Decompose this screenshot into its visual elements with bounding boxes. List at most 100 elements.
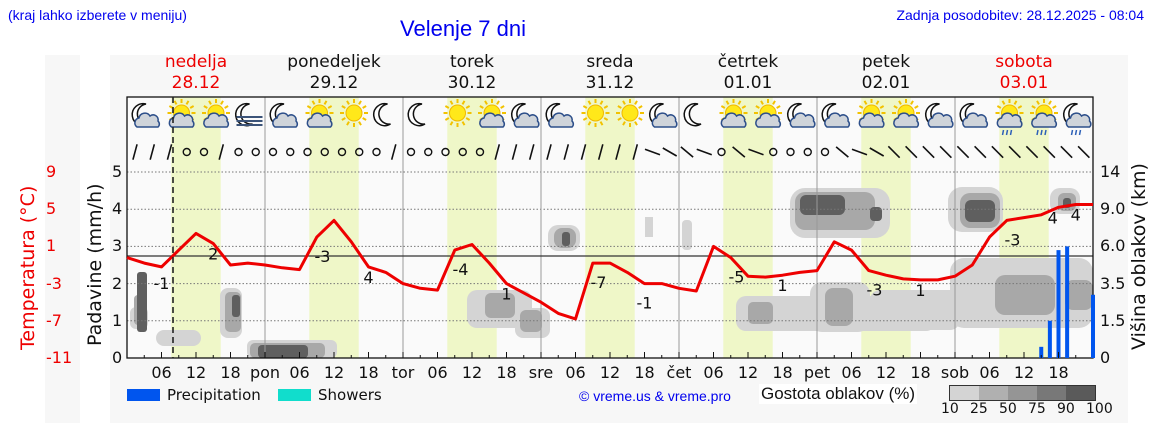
- cloud-density-tick: 10: [941, 401, 959, 417]
- x-axis-ticks: 06 12 18 pon 06 12 18 tor 06 12 18 sre 06 12 18 čet 06 12…: [126, 352, 1077, 382]
- svg-text:12: 12: [324, 363, 344, 382]
- sun-cloud-icon: [754, 99, 782, 128]
- svg-text:-4: -4: [453, 260, 469, 279]
- wind-barb-icon: [528, 144, 535, 160]
- wind-calm-icon: [199, 147, 209, 157]
- wind-calm-icon: [182, 147, 191, 157]
- svg-text:18: 18: [1048, 363, 1068, 382]
- wind-barb-icon: [166, 144, 173, 160]
- wind-barb-icon: [680, 146, 694, 158]
- wind-barb-icon: [632, 144, 639, 160]
- temperature-labels: -12 -34 -41-7-1-5 1 -3 1-34 4: [154, 206, 1081, 313]
- moon-icon: [373, 102, 391, 127]
- wind-calm-icon: [320, 147, 329, 157]
- svg-text:06: 06: [427, 363, 447, 382]
- day-date: 01.01: [723, 73, 773, 93]
- day-date: 02.01: [861, 73, 911, 93]
- wind-barb-icon: [1008, 145, 1021, 159]
- cloud-density-tick: 50: [999, 401, 1017, 417]
- axis-tick: 1.5: [1100, 310, 1126, 330]
- sun-cloud-icon: [478, 99, 506, 128]
- sun-rain-icon: [1030, 99, 1058, 136]
- moon-fog-icon: [235, 102, 263, 127]
- sun-cloud-icon: [719, 99, 748, 128]
- wind-barb-icon: [1060, 145, 1073, 159]
- wind-calm-icon: [769, 147, 778, 157]
- axis-tick: 9: [46, 162, 57, 181]
- location-menu-hint[interactable]: (kraj lahko izberete v meniju): [8, 7, 187, 23]
- svg-text:12: 12: [1014, 363, 1034, 382]
- svg-text:06: 06: [841, 363, 861, 382]
- axis-tick: 5: [46, 199, 57, 219]
- svg-text:12: 12: [738, 363, 758, 382]
- day-name: četrtek: [717, 52, 779, 72]
- sun-icon: [340, 99, 368, 127]
- wind-calm-icon: [251, 147, 260, 157]
- wind-calm-icon: [424, 147, 433, 157]
- svg-text:18: 18: [772, 363, 792, 382]
- wind-calm-icon: [475, 147, 485, 157]
- svg-text:tor: tor: [392, 363, 415, 382]
- svg-text:-1: -1: [154, 274, 170, 293]
- axis-tick: -7: [46, 310, 62, 330]
- cloud-density-tick: 90: [1057, 401, 1075, 417]
- day-date: 30.12: [447, 73, 497, 93]
- wind-barb-icon: [905, 145, 918, 159]
- cloud-density-tick: 25: [970, 401, 988, 417]
- day-name: torek: [450, 52, 494, 72]
- sun-cloud-icon: [167, 99, 196, 128]
- moon-cloud-icon: [787, 102, 816, 128]
- svg-text:-3: -3: [1005, 230, 1021, 249]
- moon-icon: [683, 102, 702, 127]
- wind-barb-icon: [546, 144, 552, 160]
- last-update: Zadnja posodobitev: 28.12.2025 - 08:04: [896, 7, 1144, 23]
- wind-calm-icon: [268, 147, 278, 157]
- wind-barb-icon: [1025, 145, 1039, 159]
- day-date: 31.12: [585, 73, 635, 93]
- day-name: ponedeljek: [287, 52, 381, 72]
- moon-cloud-icon: [925, 102, 954, 128]
- wind-barb-icon: [494, 144, 501, 160]
- axis-tick: 4: [112, 199, 123, 219]
- svg-text:2: 2: [208, 245, 218, 264]
- svg-text:1: 1: [501, 285, 511, 304]
- cloud-density-label: Gostota oblakov (%): [759, 384, 918, 404]
- axis-tick: 9.0: [1100, 199, 1126, 219]
- svg-text:18: 18: [496, 363, 516, 382]
- svg-text:12: 12: [876, 363, 896, 382]
- temperature-line: [126, 203, 1093, 321]
- precipitation-legend-label: Precipitation: [167, 386, 261, 404]
- axis-tick: 1: [46, 236, 57, 256]
- wind-calm-icon: [441, 147, 450, 157]
- wind-barb-icon: [1043, 145, 1056, 159]
- svg-text:-5: -5: [729, 268, 745, 287]
- svg-text:-3: -3: [867, 281, 883, 300]
- copyright-link[interactable]: © vreme.us & vreme.pro: [579, 388, 731, 404]
- wind-barb-icon: [511, 144, 518, 160]
- wind-barb-icon: [939, 145, 952, 159]
- sun-cloud-icon: [892, 99, 920, 128]
- svg-text:18: 18: [358, 363, 378, 382]
- wind-barb-icon: [580, 144, 587, 160]
- day-date: 29.12: [309, 73, 359, 93]
- svg-text:čet: čet: [667, 363, 692, 382]
- wind-barb-icon: [835, 146, 849, 158]
- svg-text:-7: -7: [591, 273, 607, 292]
- day-name: petek: [861, 52, 911, 72]
- axis-tick: 3.5: [1100, 273, 1126, 293]
- precipitation-swatch: [127, 389, 160, 401]
- svg-text:1: 1: [915, 281, 925, 300]
- wind-calm-icon: [303, 147, 312, 157]
- wind-calm-icon: [820, 147, 830, 157]
- svg-text:pet: pet: [804, 363, 830, 382]
- wind-calm-icon: [458, 147, 467, 157]
- svg-text:-3: -3: [315, 247, 331, 266]
- svg-text:06: 06: [289, 363, 309, 382]
- sun-icon: [616, 99, 644, 127]
- wind-barb-icon: [644, 148, 661, 156]
- axis-tick: 3: [112, 236, 123, 256]
- svg-text:12: 12: [186, 363, 206, 382]
- wind-calm-icon: [286, 147, 295, 157]
- sun-cloud-icon: [202, 99, 230, 128]
- svg-text:06: 06: [979, 363, 999, 382]
